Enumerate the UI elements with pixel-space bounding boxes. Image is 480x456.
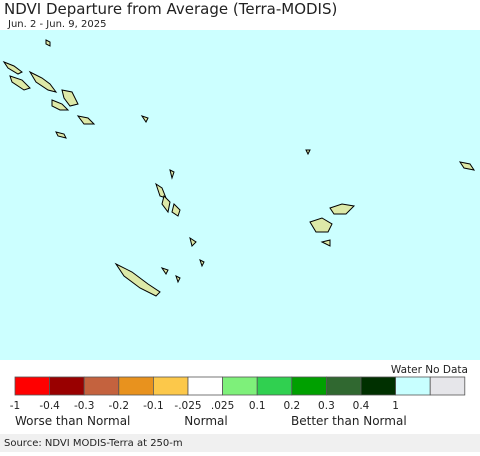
legend-tick-label: -1 [10,400,20,412]
legend-tick-label: -0.3 [74,400,95,412]
legend-group-label: Better than Normal [291,414,407,428]
islands [2,39,476,297]
legend-swatch [256,376,293,396]
footer-bar [0,434,480,452]
legend-swatch [395,376,431,396]
legend-swatch [14,376,50,396]
legend-swatch [222,376,258,396]
legend-swatch [152,376,189,396]
legend-swatch [360,376,396,396]
legend-swatch [325,376,362,396]
legend-tick-label: .025 [211,400,234,412]
legend-tick-label: 1 [392,400,399,412]
legend-group-label: Worse than Normal [15,414,130,428]
legend-swatch [118,376,154,396]
legend-tick-label: 0.1 [249,400,266,412]
legend-group-label: Normal [184,414,227,428]
legend-tick-label: -.025 [174,400,201,412]
source: Source: NDVI MODIS-Terra at 250-m [4,438,183,449]
legend-swatch [291,376,327,396]
legend-swatch [429,376,466,396]
legend-tick-label: -0.2 [109,400,130,412]
ocean [0,30,480,360]
legend-tick-label: 0.2 [283,400,300,412]
legend-tick-label: 0.4 [353,400,370,412]
legend-tick-label: -0.4 [39,400,60,412]
legend-swatch [49,376,85,396]
legend-swatch [83,376,120,396]
map-subtitle: Jun. 2 - Jun. 9, 2025 [7,19,106,30]
legend-tick-label: -0.1 [143,400,164,412]
water-no-data-label: Water No Data [391,364,468,376]
map-title: NDVI Departure from Average (Terra-MODIS… [4,0,337,18]
legend-tick-label: 0.3 [318,400,335,412]
legend: -1 -0.4 -0.3 -0.2 -0.1 -.025 .025 0.1 0.2 0.3 0.4 1… [10,376,466,428]
legend-swatch [187,376,223,396]
